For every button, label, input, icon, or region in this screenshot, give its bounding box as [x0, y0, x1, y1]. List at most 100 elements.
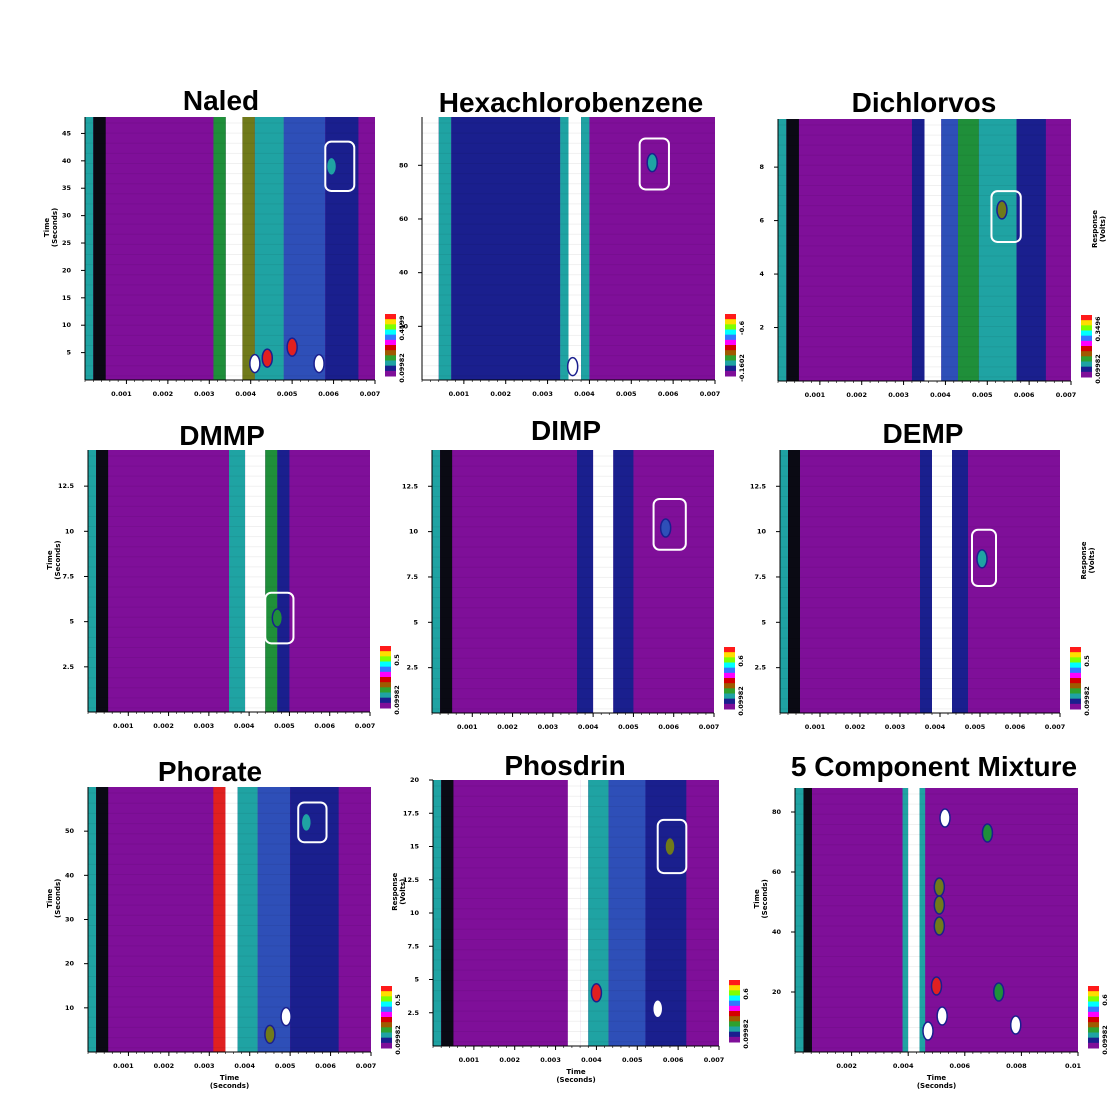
- colorbar-swatch: [725, 324, 736, 330]
- colorbar-swatch: [385, 345, 396, 351]
- colorbar-swatch: [1081, 366, 1092, 373]
- colorbar-swatch: [729, 990, 740, 996]
- colorbar-swatch: [380, 671, 391, 678]
- x-tick-label: 0.001: [113, 722, 134, 730]
- colorbar-swatch: [725, 360, 736, 367]
- colorbar-swatch: [724, 672, 735, 679]
- colorbar-swatch: [724, 693, 735, 700]
- y-axis-label-line: Time: [43, 218, 51, 237]
- x-tick-label: 0.006: [318, 390, 339, 398]
- colorbar-swatch: [725, 329, 736, 336]
- colorbar-swatch: [724, 688, 735, 694]
- heatmap-band: [778, 119, 787, 381]
- x-tick-label: 0.003: [194, 722, 215, 730]
- colorbar-swatch: [380, 692, 391, 699]
- heatmap-band: [786, 119, 799, 381]
- colorbar-swatch: [1088, 1001, 1099, 1008]
- colorbar-swatch: [1081, 346, 1092, 352]
- colorbar-swatch: [729, 1031, 740, 1038]
- colorbar-swatch: [385, 355, 396, 361]
- colorbar-swatch: [1088, 986, 1099, 992]
- colorbar-swatch: [724, 703, 735, 710]
- heatmap-band: [920, 450, 932, 713]
- y-tick-label: 60: [399, 215, 409, 223]
- x-tick-label: 0.01: [1065, 1062, 1082, 1070]
- colorbar-swatch: [380, 651, 391, 657]
- colorbar-max-label: 0.4199: [398, 315, 406, 341]
- colorbar-swatch: [725, 314, 736, 320]
- heatmap-spot: [976, 549, 988, 569]
- colorbar-swatch: [1088, 991, 1099, 997]
- x-tick-label: 0.005: [622, 1056, 643, 1064]
- heatmap-band: [902, 788, 909, 1052]
- x-tick-label: 0.001: [111, 390, 132, 398]
- colorbar-min-label: -0.1602: [738, 354, 746, 382]
- x-tick-label: 0.002: [499, 1056, 520, 1064]
- colorbar-swatch: [729, 1011, 740, 1017]
- heatmap-band: [593, 450, 614, 713]
- heatmap-band: [440, 450, 453, 713]
- chart-panel: Hexachlorobenzene 0.001 0.002 0.003 0.004 0.0…: [399, 87, 746, 398]
- y-tick-label: 50: [65, 827, 75, 835]
- y-axis-label: Time (Seconds): [753, 879, 769, 918]
- colorbar-max-label: 0.5: [394, 994, 402, 1006]
- x-tick-label: 0.002: [845, 723, 866, 731]
- colorbar-swatch: [1070, 693, 1081, 700]
- x-tick-label: 0.003: [194, 390, 215, 398]
- heatmap-band: [941, 119, 958, 381]
- x-tick-label: 0.004: [893, 1062, 914, 1070]
- colorbar-swatch: [724, 698, 735, 705]
- colorbar-swatch: [1088, 1042, 1099, 1049]
- heatmap-spot: [261, 348, 274, 368]
- y-tick-label: 2.5: [62, 663, 74, 671]
- colorbar-swatch: [1081, 340, 1092, 347]
- colorbar-swatch: [1070, 678, 1081, 684]
- heatmap-spot: [280, 1006, 292, 1027]
- colorbar-swatch: [380, 656, 391, 662]
- y-tick-label: 5: [69, 618, 74, 626]
- heatmap-band: [93, 117, 106, 380]
- plot-area: [422, 117, 715, 380]
- colorbar-title: Response (Volts): [1080, 541, 1096, 579]
- heatmap-band: [788, 450, 800, 713]
- colorbar-swatch: [1088, 996, 1099, 1002]
- colorbar-swatch: [1081, 371, 1092, 378]
- colorbar-swatch: [381, 996, 392, 1002]
- heatmap-band: [433, 780, 442, 1046]
- heatmap-band: [213, 787, 226, 1052]
- chart-panel: DIMP 0.001 0.002 0.003 0.004 0.005 0.006 0.007 2…: [402, 415, 745, 731]
- x-tick-label: 0.004: [578, 723, 599, 731]
- y-tick-label: 80: [399, 161, 409, 169]
- colorbar-title-line: (Volts): [1099, 216, 1107, 242]
- y-tick-label: 6: [759, 217, 764, 225]
- colorbar-swatch: [729, 1026, 740, 1033]
- colorbar-swatch: [729, 1000, 740, 1007]
- y-axis-label-line: Time: [46, 550, 54, 569]
- colorbar-swatch: [1081, 356, 1092, 362]
- chart-panel: DEMP 0.001 0.002 0.003 0.004 0.005 0.006 0.007 2…: [750, 418, 1096, 731]
- highlight-box: [652, 497, 687, 551]
- x-tick-label: 0.004: [574, 390, 595, 398]
- colorbar-swatch: [380, 666, 391, 673]
- x-tick-label: 0.006: [658, 390, 679, 398]
- heatmap-spot: [922, 1021, 934, 1041]
- y-tick-label: 10: [62, 321, 72, 329]
- colorbar-swatch: [725, 345, 736, 351]
- colorbar-swatch: [725, 355, 736, 361]
- heatmap-band: [88, 450, 97, 712]
- colorbar-swatch: [385, 319, 396, 325]
- highlight-box: [638, 137, 670, 191]
- colorbar-swatch: [380, 677, 391, 683]
- heatmap-band: [580, 780, 589, 1046]
- heatmap-spot: [300, 812, 313, 833]
- y-axis-label-line: (Seconds): [761, 879, 769, 918]
- colorbar-swatch: [1088, 1017, 1099, 1023]
- colorbar-swatch: [725, 350, 736, 356]
- y-tick-label: 45: [62, 129, 72, 137]
- heatmap-band: [451, 117, 561, 380]
- highlight-box: [264, 591, 295, 645]
- heatmap-spot: [1009, 1015, 1022, 1035]
- y-tick-label: 20: [62, 266, 72, 274]
- colorbar-swatch: [724, 667, 735, 674]
